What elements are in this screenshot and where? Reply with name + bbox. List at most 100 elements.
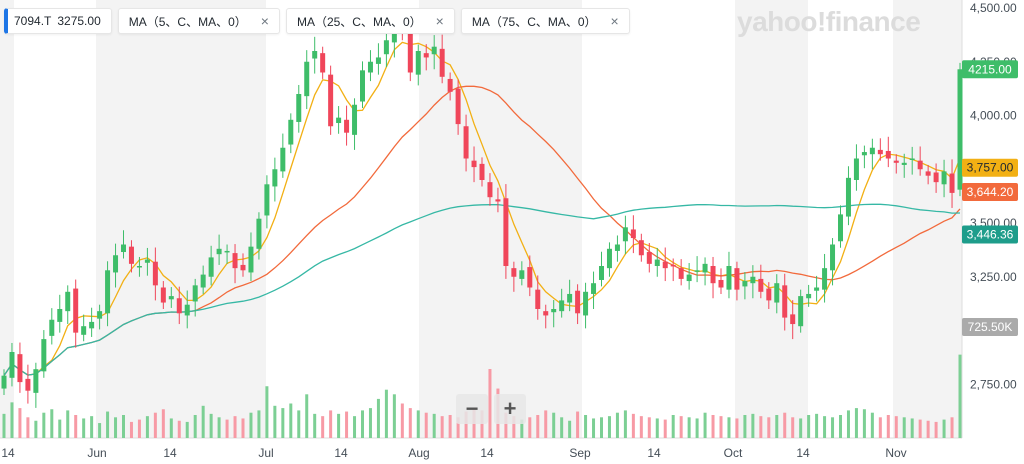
candle[interactable] — [583, 282, 589, 329]
candle[interactable] — [638, 233, 644, 262]
candle[interactable] — [527, 255, 533, 297]
zoom-out-button[interactable]: − — [456, 394, 488, 424]
candle[interactable] — [360, 61, 365, 108]
candle[interactable] — [304, 50, 310, 110]
candle[interactable] — [105, 261, 111, 327]
candle[interactable] — [415, 44, 421, 86]
candle[interactable] — [375, 43, 381, 75]
candle[interactable] — [806, 284, 812, 307]
candle[interactable] — [41, 330, 47, 378]
candle[interactable] — [160, 281, 166, 309]
candle[interactable] — [320, 46, 326, 79]
candle[interactable] — [288, 113, 294, 154]
candle[interactable] — [774, 274, 780, 314]
candle[interactable] — [328, 65, 334, 135]
candle[interactable] — [240, 253, 246, 277]
candle[interactable] — [121, 230, 126, 259]
candle[interactable] — [798, 289, 804, 333]
candle[interactable] — [901, 153, 907, 178]
candle[interactable] — [487, 173, 493, 206]
candle[interactable] — [479, 157, 485, 187]
candle[interactable] — [383, 33, 389, 68]
candle[interactable] — [758, 264, 764, 299]
candle[interactable] — [73, 279, 79, 348]
candle[interactable] — [224, 244, 230, 264]
candle[interactable] — [933, 163, 939, 193]
candle[interactable] — [272, 157, 278, 202]
candle[interactable] — [248, 232, 254, 282]
candle[interactable] — [591, 271, 597, 309]
candle[interactable] — [97, 304, 103, 330]
candle[interactable] — [344, 105, 350, 146]
candle[interactable] — [33, 362, 39, 408]
candle[interactable] — [431, 35, 437, 70]
candle[interactable] — [216, 234, 222, 265]
candle[interactable] — [726, 251, 732, 299]
candle[interactable] — [128, 240, 134, 273]
candle[interactable] — [662, 247, 668, 282]
candle[interactable] — [256, 212, 262, 260]
candle[interactable] — [184, 290, 190, 329]
candle[interactable] — [152, 247, 158, 301]
candle[interactable] — [208, 245, 214, 286]
candle[interactable] — [503, 184, 509, 279]
candle[interactable] — [614, 235, 620, 262]
candle[interactable] — [599, 251, 604, 287]
candle[interactable] — [790, 300, 796, 340]
candle[interactable] — [678, 259, 684, 286]
candle[interactable] — [925, 164, 931, 185]
candle[interactable] — [567, 279, 573, 312]
zoom-in-button[interactable]: + — [494, 394, 526, 424]
candle[interactable] — [869, 138, 875, 170]
candle[interactable] — [519, 261, 525, 286]
candle[interactable] — [575, 284, 581, 325]
candle[interactable] — [113, 243, 119, 288]
candle[interactable] — [543, 304, 549, 329]
candle[interactable] — [296, 84, 302, 133]
candle[interactable] — [885, 136, 891, 168]
ticker-chip[interactable]: 7094.T 3275.00 — [4, 8, 112, 34]
candle[interactable] — [830, 238, 836, 286]
candle[interactable] — [822, 253, 828, 303]
candle[interactable] — [192, 278, 198, 317]
candle[interactable] — [280, 133, 286, 178]
candle[interactable] — [471, 146, 477, 183]
candle[interactable] — [861, 145, 867, 169]
candle[interactable] — [630, 215, 636, 254]
candle[interactable] — [9, 342, 15, 387]
candle[interactable] — [646, 242, 652, 273]
candle[interactable] — [136, 256, 142, 277]
candle[interactable] — [17, 342, 23, 393]
candle[interactable] — [535, 275, 541, 320]
candle[interactable] — [949, 159, 955, 208]
candle[interactable] — [909, 146, 915, 175]
candle[interactable] — [845, 166, 851, 226]
candle[interactable] — [710, 256, 716, 299]
candle[interactable] — [423, 44, 429, 71]
candle[interactable] — [670, 258, 676, 282]
candle[interactable] — [89, 307, 95, 337]
candle[interactable] — [654, 247, 660, 277]
candle[interactable] — [367, 50, 373, 82]
candle[interactable] — [81, 314, 87, 342]
candle[interactable] — [1, 369, 7, 395]
candle[interactable] — [49, 308, 55, 345]
ma5-chip[interactable]: MA（5、C、MA、0） × — [117, 8, 280, 34]
candle[interactable] — [694, 256, 700, 283]
candle[interactable] — [606, 242, 612, 277]
candle[interactable] — [551, 299, 557, 328]
candle[interactable] — [511, 261, 517, 292]
ma75-chip[interactable]: MA（75、C、MA、0） × — [460, 8, 630, 34]
candle[interactable] — [559, 288, 565, 318]
candle[interactable] — [734, 261, 740, 301]
candle[interactable] — [200, 265, 206, 294]
close-icon[interactable]: × — [610, 13, 619, 29]
candle[interactable] — [264, 175, 270, 229]
candle[interactable] — [232, 244, 238, 284]
candle[interactable] — [853, 144, 859, 191]
close-icon[interactable]: × — [260, 13, 269, 29]
candle[interactable] — [57, 294, 63, 333]
candle[interactable] — [447, 72, 453, 101]
candle[interactable] — [718, 268, 724, 294]
